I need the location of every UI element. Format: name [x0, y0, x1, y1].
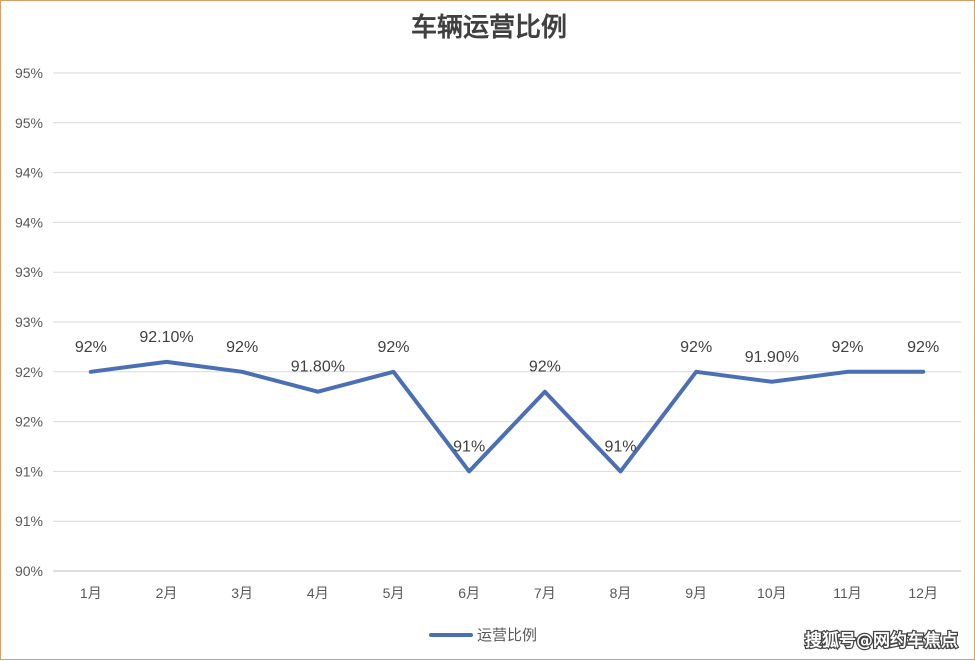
y-tick-label: 95%: [15, 115, 43, 131]
x-tick-label: 9月: [685, 585, 707, 601]
x-tick-label: 1月: [80, 585, 102, 601]
plot-area: [91, 362, 924, 472]
x-tick-label: 12月: [908, 585, 938, 601]
x-tick-label: 3月: [231, 585, 253, 601]
data-labels: 92% 92.10% 92% 91.80% 92% 91% 92% 91% 92% 91.90% 9…: [75, 329, 939, 456]
y-axis: 90% 91% 91% 92% 92% 93% 93% 94% 94% 95% 95%: [15, 65, 43, 579]
x-axis: 1月 2月 3月 4月 5月 6月 7月 8月 9月 10月 11月 12月: [80, 585, 938, 601]
y-tick-label: 93%: [15, 264, 43, 280]
legend-label: 运营比例: [477, 627, 537, 644]
data-label: 92%: [529, 359, 561, 376]
y-tick-label: 94%: [15, 165, 43, 181]
x-tick-label: 10月: [757, 585, 787, 601]
x-tick-label: 5月: [383, 585, 405, 601]
y-tick-label: 92%: [15, 364, 43, 380]
data-label: 92%: [75, 339, 107, 356]
y-tick-label: 94%: [15, 214, 43, 230]
gridlines: [53, 73, 961, 571]
y-tick-label: 91%: [15, 513, 43, 529]
data-label: 92%: [680, 339, 712, 356]
x-tick-label: 6月: [458, 585, 480, 601]
y-tick-label: 90%: [15, 563, 43, 579]
y-tick-label: 95%: [15, 65, 43, 81]
y-tick-label: 92%: [15, 414, 43, 430]
data-label: 92%: [907, 339, 939, 356]
data-label: 91%: [453, 438, 485, 455]
data-label: 92%: [831, 339, 863, 356]
series-line: [91, 362, 923, 472]
y-tick-label: 93%: [15, 314, 43, 330]
x-tick-label: 11月: [833, 585, 862, 601]
data-label: 92%: [226, 339, 258, 356]
x-tick-label: 7月: [534, 585, 556, 601]
data-label: 92%: [377, 339, 409, 356]
data-label: 91.80%: [291, 359, 345, 376]
data-label: 91%: [604, 438, 636, 455]
x-tick-label: 8月: [610, 585, 632, 601]
chart-title: 车辆运营比例: [411, 12, 567, 43]
legend: 运营比例: [431, 627, 537, 644]
watermark: 搜狐号@网约车焦点: [805, 630, 958, 651]
data-label: 91.90%: [745, 349, 799, 366]
y-tick-label: 91%: [15, 463, 43, 479]
x-tick-label: 4月: [307, 585, 329, 601]
x-tick-label: 2月: [156, 585, 178, 601]
data-label: 92.10%: [139, 329, 193, 346]
